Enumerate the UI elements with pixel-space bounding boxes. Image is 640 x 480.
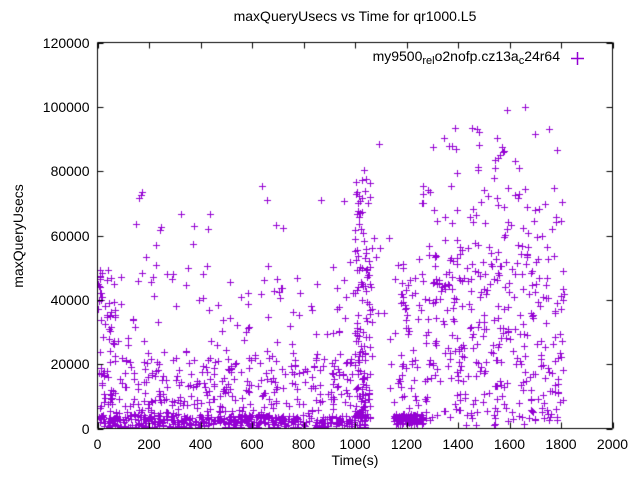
y-tick-label: 100000 [42,98,90,115]
y-tick-label: 20000 [50,356,90,373]
legend: my9500relo2nofp.cz13ac24r64 [0,48,585,68]
x-tick-label: 200 [137,435,161,452]
x-tick-label: 1000 [339,435,371,452]
legend-label-part: my9500 [372,48,423,64]
y-tick-label: 80000 [50,163,90,180]
x-tick-label: 1600 [493,435,526,452]
y-tick-label: 40000 [50,291,90,308]
x-tick-label: 1400 [442,435,474,452]
x-tick-label: 800 [291,435,316,452]
legend-entry-label: my9500relo2nofp.cz13ac24r64 [373,48,560,68]
x-tick-label: 0 [93,435,102,452]
x-tick-label: 600 [240,435,264,452]
legend-label-part: 24r64 [524,48,560,64]
x-axis-label: Time(s) [331,452,379,468]
legend-label-part: o2nofp.cz13a [434,48,519,64]
x-tick-label: 400 [188,435,213,452]
legend-label-part: c [518,55,525,67]
x-tick-label: 2000 [596,435,629,452]
y-tick-label: 60000 [50,227,90,244]
y-tick-label: 0 [81,420,90,437]
legend-label-part: rel [422,55,435,67]
y-tick-label: 120000 [42,34,90,51]
chart-title: maxQueryUsecs vs Time for qr1000.L5 [233,8,477,24]
x-tick-label: 1800 [545,435,577,452]
x-tick-label: 1200 [390,435,423,452]
plus-marker-icon [571,51,584,65]
